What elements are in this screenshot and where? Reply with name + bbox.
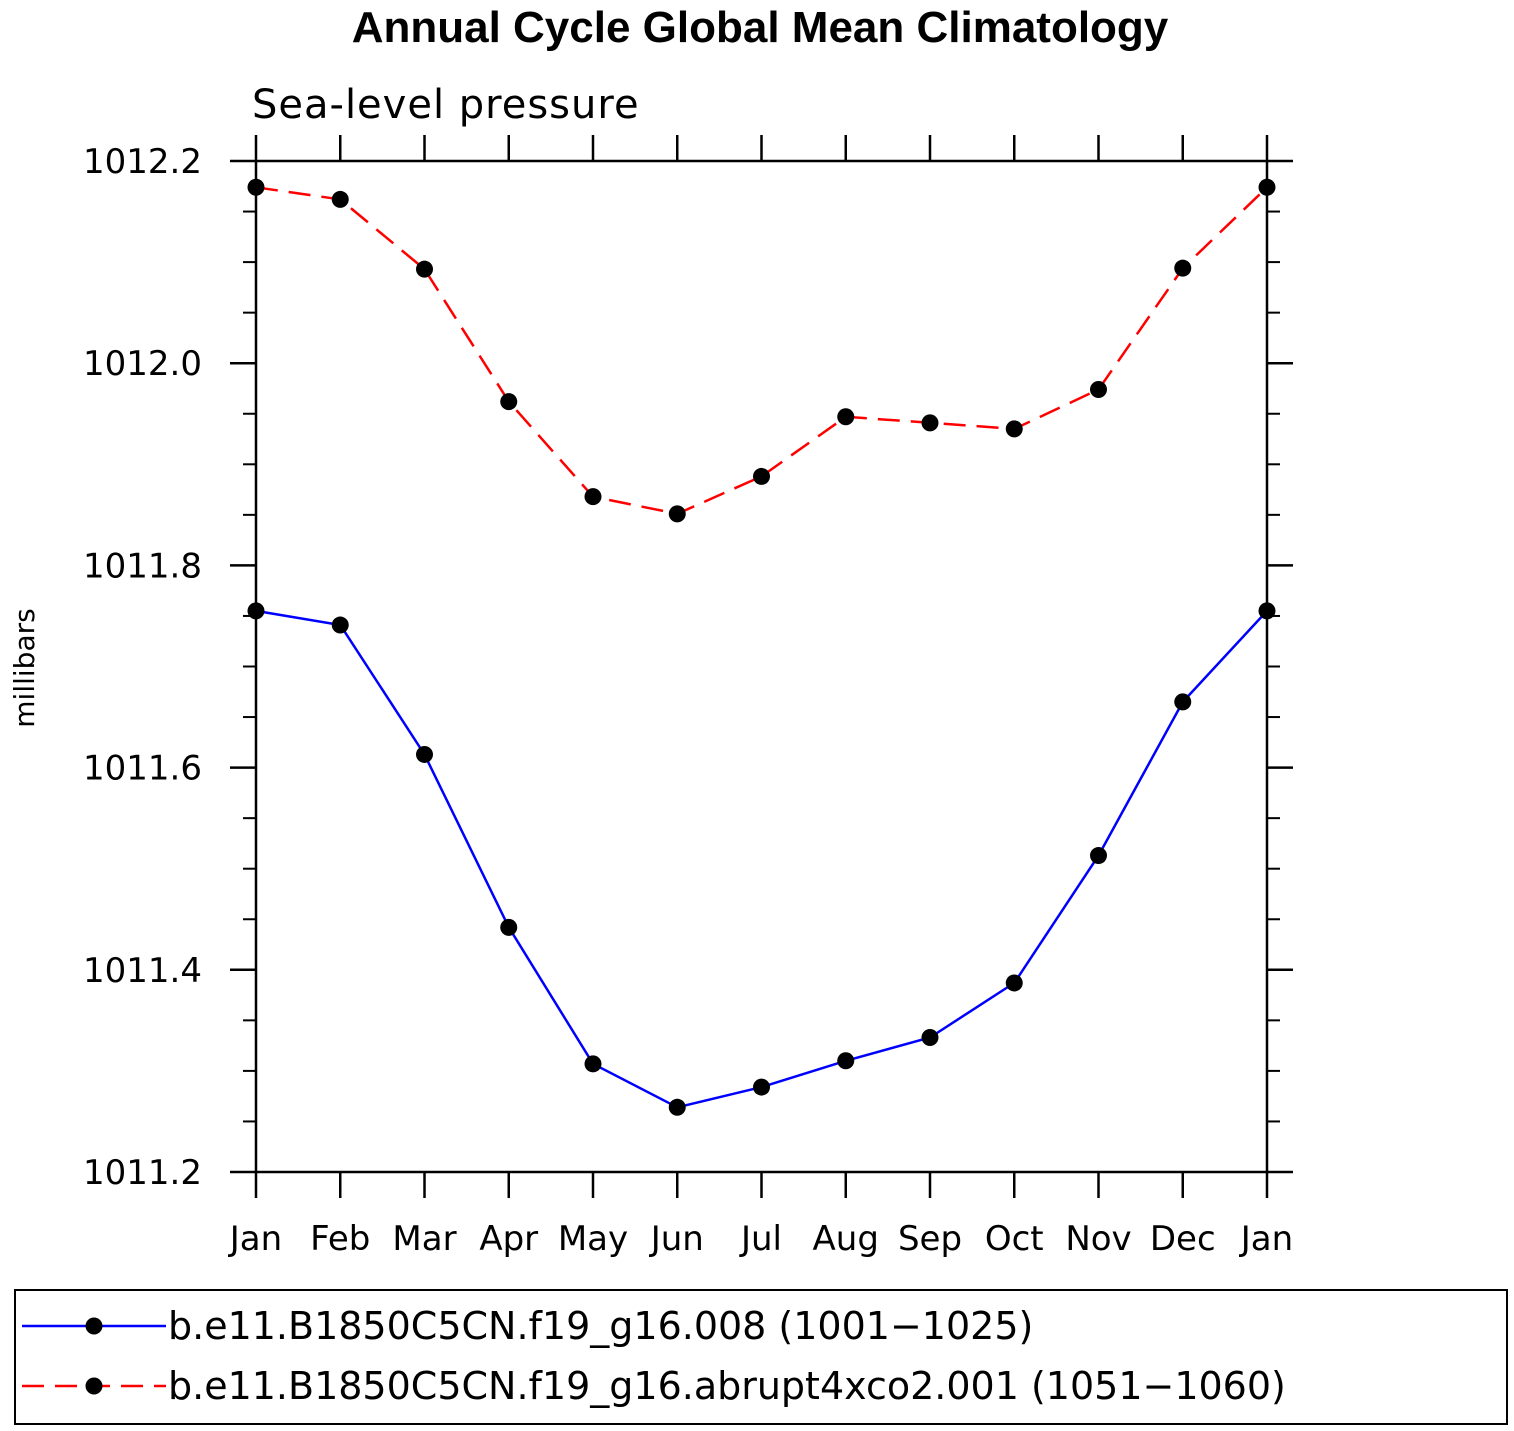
x-tick-label: Jan — [228, 1219, 282, 1259]
plot-frame — [254, 159, 1269, 1174]
series-1-point — [753, 1078, 770, 1096]
series-1-point — [500, 918, 518, 936]
series-2-point — [247, 178, 265, 196]
series-1-point — [584, 1055, 602, 1073]
x-tick-label: Nov — [1065, 1219, 1131, 1259]
legend: b.e11.B1850C5CN.f19_g16.008 (1001−1025) b… — [22, 1304, 1286, 1408]
legend-marker-2 — [85, 1377, 103, 1395]
series-1-point — [1090, 847, 1107, 865]
series-1-point — [416, 745, 433, 763]
series-2-point — [837, 408, 855, 426]
series-2-point — [921, 414, 939, 432]
x-tick-label: Aug — [813, 1219, 879, 1259]
series-1-point — [1258, 602, 1276, 620]
legend-box — [14, 1289, 1508, 1425]
x-tick-label: Jun — [649, 1219, 704, 1259]
series-2-point — [753, 467, 770, 485]
legend-label-2: b.e11.B1850C5CN.f19_g16.abrupt4xco2.001 … — [168, 1364, 1286, 1408]
series-1-point — [921, 1029, 939, 1047]
plot-series — [247, 178, 1276, 1116]
x-tick-label: Feb — [310, 1219, 370, 1259]
series-2-point — [500, 393, 518, 411]
series-1-point — [331, 616, 349, 634]
series-2-point — [584, 488, 602, 506]
x-tick-label: May — [558, 1219, 628, 1259]
series-2-point — [1174, 259, 1192, 277]
x-tick-label: Mar — [392, 1219, 456, 1259]
y-tick-label: 1011.8 — [83, 546, 202, 586]
x-tick-label: Oct — [985, 1219, 1044, 1259]
series-1-point — [668, 1098, 686, 1116]
series-2-point — [1258, 178, 1276, 196]
series-2-point — [331, 190, 349, 208]
series-2-point — [416, 260, 433, 278]
x-tick-label: Jul — [739, 1219, 782, 1259]
legend-marker-1 — [85, 1317, 103, 1335]
x-tick-label: Sep — [898, 1219, 962, 1259]
x-tick-label: Apr — [479, 1219, 538, 1259]
y-tick-label: 1011.6 — [83, 749, 202, 789]
chart-subtitle: Sea-level pressure — [252, 82, 640, 128]
y-tick-label: 1011.2 — [83, 1153, 202, 1193]
series-line-1 — [255, 609, 1268, 1109]
y-tick-label: 1011.4 — [83, 951, 202, 991]
series-2-point — [668, 505, 686, 523]
chart-title: Annual Cycle Global Mean Climatology — [352, 3, 1169, 52]
axes: Jan Feb Mar Apr May Jun Jul Aug Sep Oct Nov Dec Jan 1… — [83, 135, 1293, 1259]
x-tick-label: Jan — [1239, 1219, 1293, 1259]
y-axis-label: millibars — [8, 608, 41, 727]
series-1-point — [1174, 693, 1192, 711]
series-1-point — [837, 1052, 855, 1070]
series-1-point — [247, 602, 265, 620]
series-2-point — [1005, 420, 1023, 438]
legend-label-1: b.e11.B1850C5CN.f19_g16.008 (1001−1025) — [168, 1304, 1033, 1348]
y-tick-label: 1012.0 — [83, 344, 202, 384]
y-tick-label: 1012.2 — [83, 142, 202, 182]
series-2-point — [1090, 380, 1107, 398]
series-line-2 — [255, 186, 1268, 516]
x-tick-label: Dec — [1150, 1219, 1216, 1259]
series-1-point — [1005, 974, 1023, 992]
